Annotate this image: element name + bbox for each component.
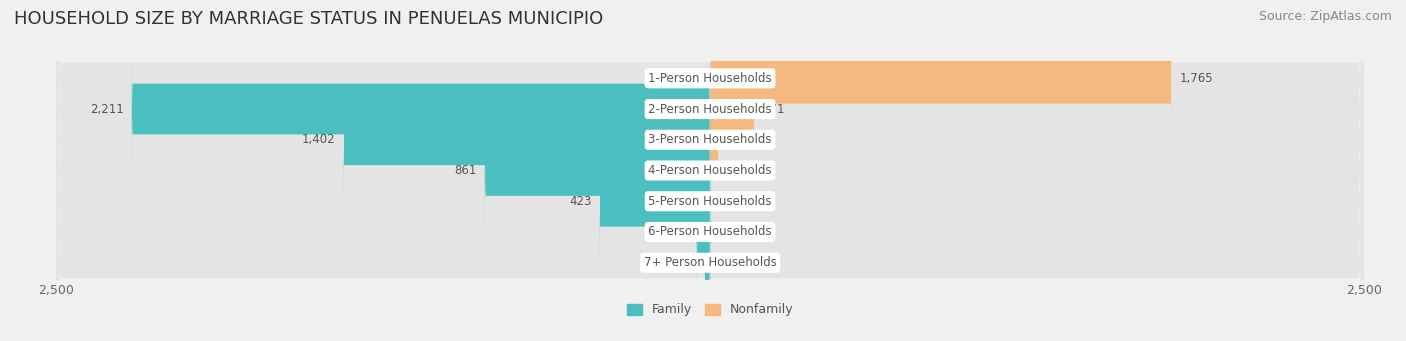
Text: HOUSEHOLD SIZE BY MARRIAGE STATUS IN PENUELAS MUNICIPIO: HOUSEHOLD SIZE BY MARRIAGE STATUS IN PEN… bbox=[14, 10, 603, 28]
FancyBboxPatch shape bbox=[56, 0, 1364, 341]
FancyBboxPatch shape bbox=[132, 12, 710, 207]
FancyBboxPatch shape bbox=[710, 12, 755, 207]
Text: 2-Person Households: 2-Person Households bbox=[648, 103, 772, 116]
FancyBboxPatch shape bbox=[710, 42, 718, 237]
Text: 1,402: 1,402 bbox=[302, 133, 336, 146]
Text: 22: 22 bbox=[682, 256, 696, 269]
FancyBboxPatch shape bbox=[599, 104, 710, 299]
Text: 423: 423 bbox=[569, 195, 592, 208]
Legend: Family, Nonfamily: Family, Nonfamily bbox=[621, 298, 799, 321]
Text: 2,211: 2,211 bbox=[90, 103, 124, 116]
Text: 4-Person Households: 4-Person Households bbox=[648, 164, 772, 177]
FancyBboxPatch shape bbox=[56, 0, 1364, 341]
FancyBboxPatch shape bbox=[56, 0, 1364, 341]
FancyBboxPatch shape bbox=[56, 0, 1364, 341]
Text: 6-Person Households: 6-Person Households bbox=[648, 225, 772, 238]
Text: 51: 51 bbox=[673, 225, 689, 238]
Text: 5-Person Households: 5-Person Households bbox=[648, 195, 772, 208]
FancyBboxPatch shape bbox=[710, 0, 1171, 176]
FancyBboxPatch shape bbox=[56, 0, 1364, 341]
Text: 3-Person Households: 3-Person Households bbox=[648, 133, 772, 146]
FancyBboxPatch shape bbox=[485, 73, 710, 268]
FancyBboxPatch shape bbox=[704, 165, 710, 341]
Text: 171: 171 bbox=[762, 103, 785, 116]
FancyBboxPatch shape bbox=[696, 134, 710, 329]
Text: Source: ZipAtlas.com: Source: ZipAtlas.com bbox=[1258, 10, 1392, 23]
FancyBboxPatch shape bbox=[343, 42, 710, 237]
Text: 1,765: 1,765 bbox=[1180, 72, 1213, 85]
FancyBboxPatch shape bbox=[56, 0, 1364, 341]
Text: 861: 861 bbox=[454, 164, 477, 177]
Text: 7+ Person Households: 7+ Person Households bbox=[644, 256, 776, 269]
FancyBboxPatch shape bbox=[56, 0, 1364, 341]
Text: 33: 33 bbox=[727, 133, 741, 146]
Text: 1-Person Households: 1-Person Households bbox=[648, 72, 772, 85]
